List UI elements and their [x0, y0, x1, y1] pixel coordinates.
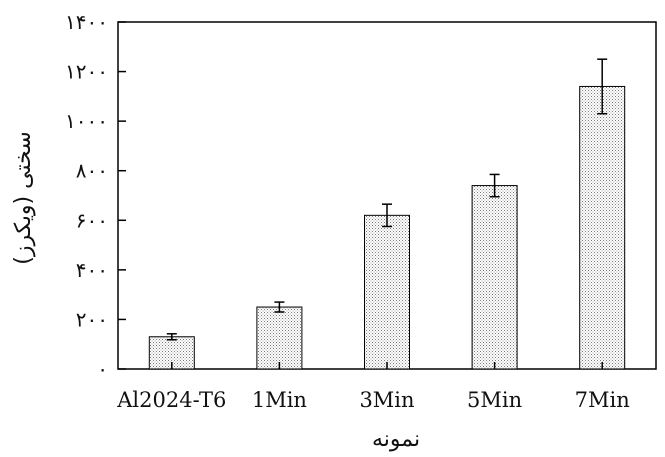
y-tick-label: ۴۰۰ [76, 258, 108, 282]
y-tick-label: ۰ [97, 357, 108, 381]
x-tick-label: 5Min [467, 388, 522, 412]
x-tick-label: 1Min [252, 388, 307, 412]
x-tick-label: 7Min [575, 388, 630, 412]
x-tick-label: Al2024-T6 [116, 388, 226, 412]
x-tick-label: 3Min [359, 388, 414, 412]
bar [256, 306, 303, 370]
y-tick-label: ۲۰۰ [76, 307, 108, 331]
y-tick-label: ۱۴۰۰ [65, 10, 108, 34]
y-tick-label: ۱۰۰۰ [65, 109, 108, 133]
plot-area: ۰ ۲۰۰ ۴۰۰ ۶۰۰ ۸۰۰ ۱۰۰۰ ۱۲۰۰ ۱۴۰۰ Al2024-T6 1Min 3M… [65, 10, 657, 412]
y-axis-title: سختی (ویکرز) [11, 131, 36, 264]
x-axis-title: نمونه [372, 427, 420, 452]
bar [471, 185, 518, 370]
y-tick-label: ۸۰۰ [76, 159, 108, 183]
bar [579, 85, 626, 370]
bar [364, 214, 410, 370]
y-tick-label: ۶۰۰ [76, 208, 108, 232]
y-tick-label: ۱۲۰۰ [65, 60, 108, 84]
